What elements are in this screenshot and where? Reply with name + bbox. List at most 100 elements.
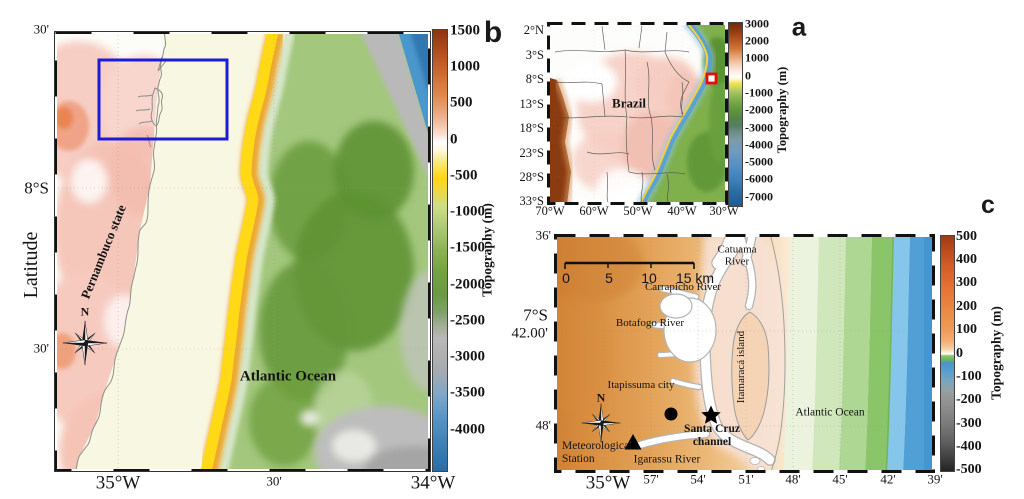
panel-c-ytick: 7°S xyxy=(523,305,548,325)
cbar-b-tick: 500 xyxy=(450,94,473,111)
compass-rose xyxy=(62,320,108,366)
panel-a-ytick: 23°S xyxy=(519,146,544,160)
itamaraca-island-label: Itamaracá island xyxy=(734,330,747,404)
panel-a-map xyxy=(547,22,728,205)
panel-b-xtick-2: 34°W xyxy=(410,472,456,494)
cbar-a-tick: -2000 xyxy=(745,102,773,117)
coastline xyxy=(74,31,167,472)
cbar-c-tick: -400 xyxy=(956,439,982,455)
panel-a-ytick: 13°S xyxy=(519,97,544,111)
cbar-a-tick: 0 xyxy=(745,68,751,83)
cbar-a-tick: -6000 xyxy=(745,171,773,186)
panel-c-map xyxy=(554,234,935,473)
panel-c-ytick: 36' xyxy=(535,227,551,243)
botafogo-river-label: Botafogo River xyxy=(615,316,685,329)
panel-c-xtick: 39' xyxy=(927,471,943,487)
cbar-b-tick: -500 xyxy=(450,167,478,184)
cbar-a-tick: -4000 xyxy=(745,137,773,152)
brazil-label: Brazil xyxy=(612,95,646,111)
panel-b-xtick-1: 30' xyxy=(266,473,282,489)
panel-c-xtick: 45' xyxy=(832,471,848,487)
panel-c-xtick: 48' xyxy=(785,471,801,487)
panel-b-ytick-2: 30' xyxy=(33,340,49,356)
panel-a-xtick: 30°W xyxy=(709,204,739,218)
panel-a-xtick: 40°W xyxy=(667,204,697,218)
cbar-a-tick: 1000 xyxy=(745,50,769,65)
cbar-c-title: Topography (m) xyxy=(988,306,1004,400)
panel-c-ytick: 42.00' xyxy=(511,325,548,342)
panel-a-ytick: 28°S xyxy=(519,170,544,184)
met-station-label: Meteorological Station xyxy=(562,440,633,465)
panel-a-ytick: 33°S xyxy=(519,194,544,208)
panel-c-xtick: 57' xyxy=(643,471,659,487)
panel-letter-a: a xyxy=(791,11,807,42)
cbar-b-tick: -3500 xyxy=(450,384,485,401)
cbar-c-tick: 0 xyxy=(956,346,963,362)
cbar-a-tick: 3000 xyxy=(745,16,769,31)
study-site-marker xyxy=(705,72,718,85)
panel-b-ytick-1: 8°S xyxy=(24,178,49,198)
panel-b-ytick-0: 30' xyxy=(33,21,49,37)
cbar-a-tick: -7000 xyxy=(745,189,773,204)
cbar-c-tick: -200 xyxy=(956,392,982,408)
panel-a-xtick: 60°W xyxy=(579,204,609,218)
panel-b-map xyxy=(54,31,431,472)
igarassu-river-label: Igarassu River xyxy=(633,453,701,466)
compass-rose xyxy=(581,403,621,443)
panel-b-yaxis-label: Latitude xyxy=(19,231,42,299)
panel-a-ytick: 2°N xyxy=(523,23,544,37)
cbar-b-tick: 0 xyxy=(450,131,458,148)
scale-label-0: 0 xyxy=(562,270,570,287)
atlantic-ocean-label-b: Atlantic Ocean xyxy=(239,368,337,385)
cbar-a-tick: -3000 xyxy=(745,120,773,135)
cbar-b-title: Topography (m) xyxy=(479,203,495,297)
cbar-c-tick: 400 xyxy=(956,252,977,268)
panel-c-xtick: 51' xyxy=(738,471,754,487)
cbar-c-tick: -300 xyxy=(956,416,982,432)
santa-cruz-star-marker xyxy=(701,405,721,424)
panel-c-xtick: 42' xyxy=(880,471,896,487)
compass-north-label-c: N xyxy=(596,390,606,405)
cbar-a-tick: 2000 xyxy=(745,33,769,48)
cbar-c-tick: 200 xyxy=(956,299,977,315)
cbar-b-tick: -2500 xyxy=(450,312,485,329)
itamaraca-island-shape xyxy=(731,311,770,441)
atlantic-ocean-label-c: Atlantic Ocean xyxy=(795,406,865,419)
cbar-b-tick: 1000 xyxy=(450,58,480,75)
cbar-c-tick: -100 xyxy=(956,369,982,385)
itapissuma-city-label: Itapissuma city xyxy=(607,378,675,391)
cbar-b-tick: 1500 xyxy=(450,22,480,39)
sampling-point-marker xyxy=(664,407,678,421)
scale-label-5: 5 xyxy=(605,270,613,287)
panel-c-xtick: 35°W xyxy=(585,472,631,494)
cbar-b-tick: -2000 xyxy=(450,276,485,293)
catuama-river-label: Catuama River xyxy=(717,243,757,268)
scale-bar xyxy=(564,261,695,269)
colorbar-a xyxy=(728,22,743,207)
cbar-a-title: Topography (m) xyxy=(775,66,789,154)
cbar-b-tick: -1500 xyxy=(450,239,485,256)
cbar-b-tick: -4000 xyxy=(450,421,485,438)
panel-b-xtick-0: 35°W xyxy=(95,472,141,494)
colorbar-b xyxy=(432,29,448,472)
study-area-box xyxy=(97,58,229,141)
cbar-c-tick: -500 xyxy=(956,462,982,478)
met-station-triangle-marker xyxy=(624,434,642,450)
panel-letter-b: b xyxy=(483,16,503,50)
cbar-c-tick: 500 xyxy=(956,229,977,245)
panel-a-xtick: 70°W xyxy=(535,204,565,218)
cbar-c-tick: 100 xyxy=(956,322,977,338)
scale-label-10: 10 xyxy=(641,270,657,287)
panel-a-ytick: 8°S xyxy=(525,72,544,86)
colorbar-c xyxy=(940,235,955,472)
panel-c-ytick: 48' xyxy=(535,417,551,433)
carrapicho-river-label: Carrapicho River xyxy=(644,280,722,293)
cbar-b-tick: -1000 xyxy=(450,203,485,220)
panel-a-xtick: 50°W xyxy=(623,204,653,218)
compass-north-label-b: N xyxy=(80,304,90,319)
panel-a-ytick: 3°S xyxy=(525,48,544,62)
cbar-a-tick: -5000 xyxy=(745,154,773,169)
panel-c-xtick: 54' xyxy=(690,471,706,487)
santa-cruz-channel-label: Santa Cruz channel xyxy=(684,423,740,448)
